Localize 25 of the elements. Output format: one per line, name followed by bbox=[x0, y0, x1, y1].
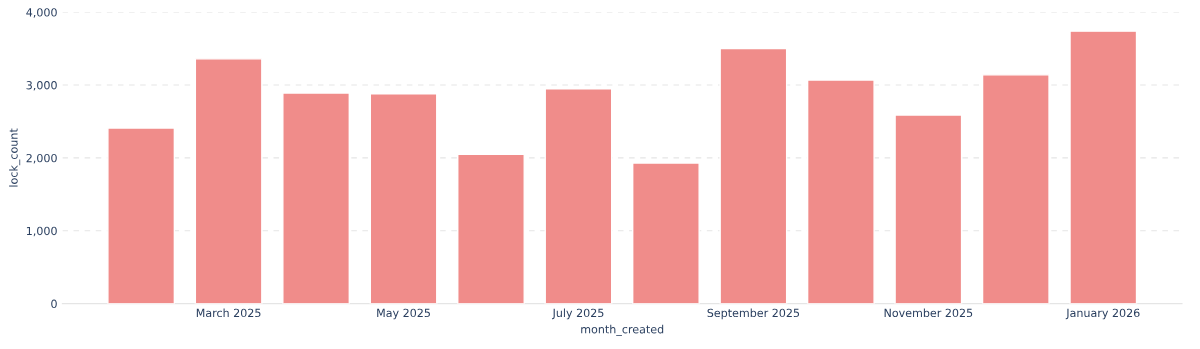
y-tick-label: 4,000 bbox=[26, 8, 57, 18]
bar bbox=[1069, 30, 1138, 304]
bar bbox=[194, 58, 263, 304]
x-tick-label: July 2025 bbox=[552, 308, 604, 320]
bar bbox=[369, 93, 438, 304]
y-tick-label: 3,000 bbox=[26, 81, 57, 91]
y-tick-label: 0 bbox=[51, 299, 57, 309]
x-axis-title: month_created bbox=[581, 324, 664, 336]
bar bbox=[632, 162, 700, 304]
y-tick-label: 1,000 bbox=[26, 226, 57, 237]
x-tick-label: November 2025 bbox=[884, 308, 973, 318]
x-tick-label: January 2026 bbox=[1065, 308, 1140, 320]
bar bbox=[544, 88, 613, 304]
bar bbox=[282, 92, 350, 304]
bar bbox=[806, 79, 875, 304]
x-tick-label: May 2025 bbox=[377, 308, 430, 320]
bar bbox=[457, 153, 525, 304]
bar bbox=[107, 127, 176, 304]
x-tick-label: March 2025 bbox=[196, 308, 261, 318]
bar bbox=[894, 114, 963, 304]
x-tick-label: September 2025 bbox=[707, 308, 800, 320]
bar bbox=[981, 74, 1050, 304]
y-axis-title: lock_count bbox=[9, 128, 21, 187]
y-tick-label: 2,000 bbox=[26, 153, 57, 164]
bar bbox=[719, 47, 788, 304]
